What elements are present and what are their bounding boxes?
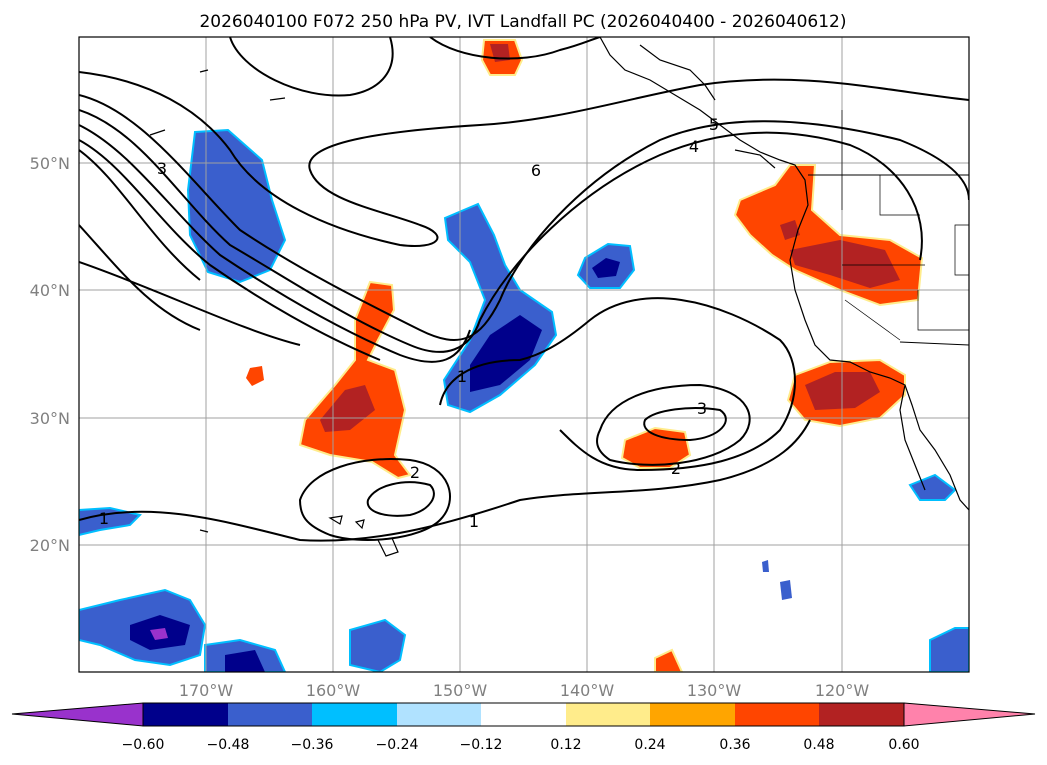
colorbar-tick-label: −0.60 [122,737,165,753]
colorbar-tick-label: 0.24 [634,737,665,753]
lat-label: 30°N [30,409,70,428]
colorbar-segment [228,703,312,726]
ivt-contours [79,37,969,542]
contour-label: 1 [469,512,479,531]
colorbar-segment [566,703,650,726]
colorbar-max-extend [903,702,1036,727]
contour-label: 3 [157,159,167,178]
graticule [79,37,969,672]
colorbar-segment [481,703,566,726]
colorbar-tick-label: −0.48 [207,737,250,753]
colorbar-tick-label: 0.48 [803,737,834,753]
contour-label: 1 [99,509,109,528]
lat-label: 20°N [30,536,70,555]
contour-label: 3 [697,399,707,418]
contour-label: 5 [709,115,719,134]
lon-label: 120°W [815,681,870,700]
lon-label: 150°W [433,681,488,700]
colorbar-tick-label: −0.36 [291,737,334,753]
contour-label: 4 [689,137,699,156]
contour-label: 2 [410,463,420,482]
colorbar-tick-label: −0.12 [460,737,503,753]
strong-negative-core [470,315,542,392]
colorbar-segment [143,703,228,726]
colorbar-tick-label: −0.24 [376,737,419,753]
colorbar-tick-label: 0.12 [550,737,581,753]
colorbar-tick-label: 0.60 [888,737,919,753]
lon-label: 140°W [560,681,615,700]
colorbar-segment [819,703,904,726]
coastlines [149,37,969,557]
lon-label: 130°W [687,681,742,700]
colorbar: −0.60 −0.48 −0.36 −0.24 −0.12 0.12 0.24 … [11,702,1036,753]
colorbar-segment [397,703,481,726]
lat-label: 40°N [30,281,70,300]
colorbar-tick-label: 0.36 [719,737,750,753]
colorbar-ticks: −0.60 −0.48 −0.36 −0.24 −0.12 0.12 0.24 … [122,737,920,753]
contour-label: 6 [531,161,541,180]
contour-label: 1 [457,367,467,386]
map-title: 2026040100 F072 250 hPa PV, IVT Landfall… [199,12,846,32]
map-frame [78,36,970,673]
contour-label: 2 [671,459,681,478]
colorbar-segment [650,703,735,726]
lon-label: 160°W [306,681,361,700]
lat-label: 50°N [30,154,70,173]
colorbar-min-extend [11,702,144,727]
lon-axis: 170°W 160°W 150°W 140°W 130°W 120°W [179,681,870,700]
colorbar-segment [312,703,397,726]
colorbar-segment [735,703,819,726]
lon-label: 170°W [179,681,234,700]
lat-axis: 20°N 30°N 40°N 50°N [30,154,70,555]
positive-anomaly-subtropical [620,426,692,469]
map-panel: 1 1 1 2 2 3 3 4 5 6 [79,37,969,672]
contour-label-group: 1 1 1 2 2 3 3 4 5 6 [99,115,719,531]
